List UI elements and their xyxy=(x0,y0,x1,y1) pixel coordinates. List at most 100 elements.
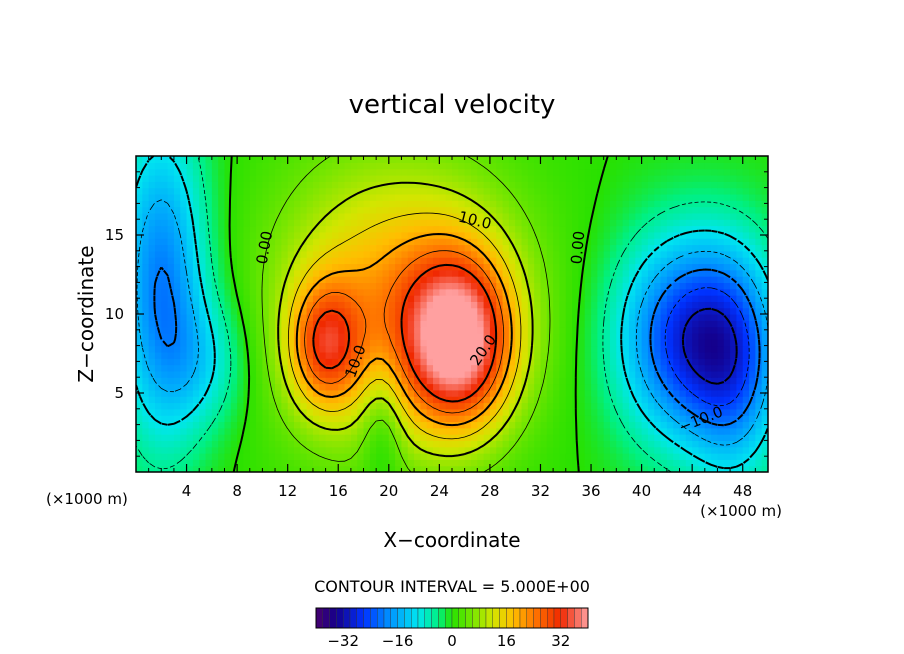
heat-cell xyxy=(565,459,573,467)
heat-cell xyxy=(294,200,301,208)
heat-cell xyxy=(647,446,655,454)
heat-cell xyxy=(584,206,592,214)
heat-cell xyxy=(666,415,674,423)
heat-cell xyxy=(534,231,542,239)
heat-cell xyxy=(711,307,719,315)
heat-cell xyxy=(736,219,744,227)
heat-cell xyxy=(540,465,548,472)
heat-cell xyxy=(300,257,308,265)
heat-cell xyxy=(565,358,573,366)
heat-cell xyxy=(622,174,630,182)
heat-cell xyxy=(458,200,466,208)
heat-cell xyxy=(578,174,586,182)
heat-cell xyxy=(256,453,263,460)
heat-cell xyxy=(154,421,162,429)
heat-cell xyxy=(319,257,327,265)
heat-cell xyxy=(363,314,371,321)
heat-cell xyxy=(458,415,466,423)
heat-cell xyxy=(350,257,358,265)
heat-cell xyxy=(685,156,693,163)
heat-cell xyxy=(477,307,485,315)
heat-cell xyxy=(186,250,194,258)
heat-cell xyxy=(483,465,491,472)
heat-cell xyxy=(218,219,226,227)
heat-cell xyxy=(534,383,542,391)
heat-cell xyxy=(439,434,447,441)
heat-cell xyxy=(237,238,245,246)
heat-cell xyxy=(723,174,731,182)
heat-cell xyxy=(420,351,428,359)
heat-cell xyxy=(534,408,542,416)
heat-cell xyxy=(325,415,333,423)
heat-cell xyxy=(319,377,327,385)
heat-cell xyxy=(433,465,440,472)
heat-cell xyxy=(312,193,320,201)
heat-cell xyxy=(515,339,523,347)
heat-cell xyxy=(749,465,756,472)
heat-cell xyxy=(357,206,365,214)
heat-cell xyxy=(584,339,592,347)
heat-cell xyxy=(433,225,440,233)
heat-cell xyxy=(369,377,377,385)
heat-cell xyxy=(660,206,668,214)
heat-cell xyxy=(388,421,396,429)
heat-cell xyxy=(262,440,270,448)
heat-cell xyxy=(584,301,592,309)
heat-cell xyxy=(742,402,750,410)
heat-cell xyxy=(546,288,554,296)
heat-cell xyxy=(565,453,573,460)
heat-cell xyxy=(736,263,744,271)
heat-cell xyxy=(464,459,472,467)
heat-cell xyxy=(167,459,175,467)
heat-cell xyxy=(730,301,737,309)
heat-cell xyxy=(256,434,263,441)
heat-cell xyxy=(243,459,251,467)
heat-cell xyxy=(211,453,219,460)
heat-cell xyxy=(628,257,636,265)
heat-cell xyxy=(312,389,320,397)
heat-cell xyxy=(275,389,282,397)
heat-cell xyxy=(628,453,636,460)
heat-cell xyxy=(610,364,617,372)
heat-cell xyxy=(268,453,276,460)
heat-cell xyxy=(199,238,207,246)
heat-cell xyxy=(249,389,257,397)
heat-cell xyxy=(433,162,440,170)
heat-cell xyxy=(559,364,567,372)
heat-cell xyxy=(603,415,611,423)
heat-cell xyxy=(167,332,175,340)
heat-cell xyxy=(445,193,453,201)
heat-cell xyxy=(578,453,586,460)
heat-cell xyxy=(572,295,579,302)
heat-cell xyxy=(319,326,327,334)
heat-cell xyxy=(673,453,681,460)
heat-cell xyxy=(584,225,592,233)
heat-cell xyxy=(249,257,257,265)
heat-cell xyxy=(192,269,200,277)
heat-cell xyxy=(717,263,725,271)
heat-cell xyxy=(445,263,453,271)
heat-cell xyxy=(723,427,731,435)
heat-cell xyxy=(660,402,668,410)
heat-cell xyxy=(591,295,598,302)
heat-cell xyxy=(218,465,226,472)
heat-cell xyxy=(654,314,662,321)
heat-cell xyxy=(262,174,270,182)
heat-cell xyxy=(742,389,750,397)
heat-cell xyxy=(401,377,409,385)
heat-cell xyxy=(521,427,529,435)
heat-cell xyxy=(635,238,643,246)
heat-cell xyxy=(470,156,478,163)
heat-cell xyxy=(199,168,207,176)
heat-cell xyxy=(527,421,535,429)
heat-cell xyxy=(407,345,415,353)
heat-cell xyxy=(679,212,687,220)
heat-cell xyxy=(287,314,295,321)
heat-cell xyxy=(761,351,768,359)
heat-cell xyxy=(426,446,434,454)
heat-cell xyxy=(502,174,510,182)
heat-cell xyxy=(508,212,516,220)
heat-cell xyxy=(761,219,768,227)
heat-cell xyxy=(666,288,674,296)
heat-cell xyxy=(287,288,295,296)
